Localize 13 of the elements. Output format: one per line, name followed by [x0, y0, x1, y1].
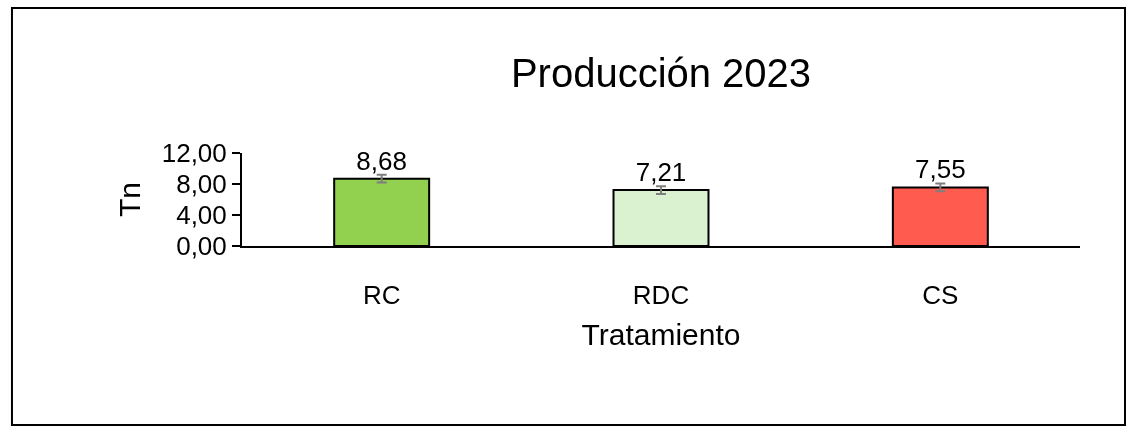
chart-title: Producción 2023: [510, 51, 812, 96]
x-tick-label: RC: [362, 280, 401, 311]
x-axis-title: Tratamiento: [581, 318, 741, 352]
y-tick-label: 8,00: [176, 169, 227, 200]
x-tick-label: CS: [922, 280, 959, 311]
y-tick-label: 4,00: [176, 200, 227, 231]
x-tick-label: RDC: [632, 280, 690, 311]
y-tick-label: 12,00: [161, 138, 227, 169]
data-label: 7,55: [915, 154, 966, 185]
y-axis-title: Tn: [113, 181, 147, 218]
data-label: 8,68: [356, 145, 407, 176]
data-label: 7,21: [635, 157, 687, 188]
y-tick-label: 0,00: [176, 231, 227, 262]
